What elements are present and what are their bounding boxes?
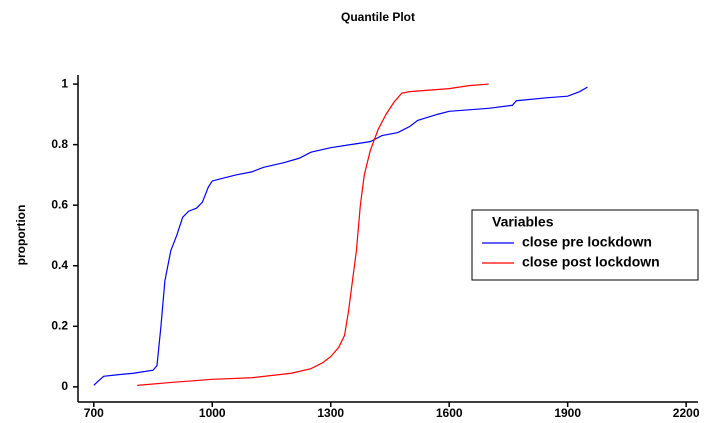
y-tick-label: 0	[61, 379, 68, 393]
legend-title: Variables	[492, 214, 554, 230]
y-tick-label: 0.4	[51, 258, 68, 272]
x-tick-label: 700	[84, 406, 104, 420]
y-axis-label: proportion	[14, 205, 28, 266]
legend-label: close post lockdown	[522, 254, 660, 270]
legend-box	[471, 209, 699, 281]
x-tick-label: 1600	[436, 406, 463, 420]
y-tick-label: 0.2	[51, 318, 68, 332]
legend-label: close pre lockdown	[522, 234, 652, 250]
x-tick-label: 2200	[673, 406, 700, 420]
x-tick-label: 1000	[199, 406, 226, 420]
y-tick-label: 0.6	[51, 197, 68, 211]
chart-title: Quantile Plot	[341, 10, 415, 24]
y-tick-label: 1	[61, 76, 68, 90]
series-line	[137, 83, 489, 386]
y-tick-label: 0.8	[51, 137, 68, 151]
x-tick-label: 1900	[554, 406, 581, 420]
series-line	[93, 86, 588, 386]
x-tick-label: 1300	[317, 406, 344, 420]
